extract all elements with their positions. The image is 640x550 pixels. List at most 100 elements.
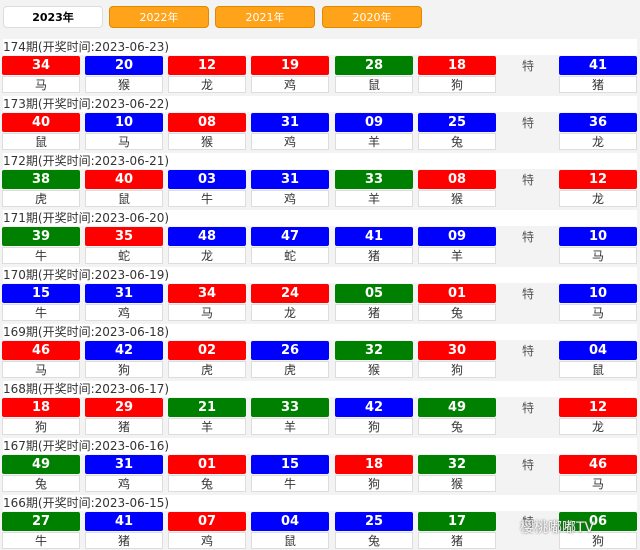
zodiac: 鸡 <box>85 475 163 492</box>
zodiac: 鸡 <box>251 76 329 93</box>
special-marker: 特 <box>521 515 534 529</box>
ball-number: 38 <box>2 170 80 189</box>
ball-number: 40 <box>2 113 80 132</box>
ball-number: 42 <box>335 398 413 417</box>
ball-number: 04 <box>251 512 329 531</box>
special-marker: 特 <box>521 116 534 130</box>
zodiac: 羊 <box>418 247 496 264</box>
zodiac: 虎 <box>2 190 80 207</box>
ball-number: 30 <box>418 341 496 360</box>
ball-number: 15 <box>2 284 80 303</box>
special-number: 36 <box>559 113 637 132</box>
zodiac: 鼠 <box>2 133 80 150</box>
zodiac: 兔 <box>335 532 413 549</box>
zodiac: 狗 <box>85 361 163 378</box>
zodiac: 狗 <box>2 418 80 435</box>
ball-number: 31 <box>85 284 163 303</box>
ball-number: 21 <box>168 398 246 417</box>
zodiac: 羊 <box>335 133 413 150</box>
zodiac: 牛 <box>168 190 246 207</box>
special-number: 41 <box>559 56 637 75</box>
zodiac: 猴 <box>418 190 496 207</box>
special-zodiac: 鼠 <box>559 361 637 378</box>
ball-number: 24 <box>251 284 329 303</box>
special-number: 12 <box>559 170 637 189</box>
ball-number: 41 <box>85 512 163 531</box>
ball-number: 35 <box>85 227 163 246</box>
special-number: 10 <box>559 227 637 246</box>
zodiac: 猪 <box>85 532 163 549</box>
zodiac: 蛇 <box>85 247 163 264</box>
special-marker: 特 <box>521 59 534 73</box>
ball-number: 33 <box>335 170 413 189</box>
ball-number: 08 <box>418 170 496 189</box>
zodiac: 兔 <box>418 418 496 435</box>
zodiac: 鼠 <box>251 532 329 549</box>
zodiac: 马 <box>2 76 80 93</box>
year-tab[interactable]: 2020年 <box>322 6 422 28</box>
ball-number: 26 <box>251 341 329 360</box>
ball-number: 49 <box>418 398 496 417</box>
zodiac: 猪 <box>85 418 163 435</box>
special-zodiac: 马 <box>559 247 637 264</box>
draw-header: 167期(开奖时间:2023-06-16) <box>3 438 637 454</box>
draw-header: 168期(开奖时间:2023-06-17) <box>3 381 637 397</box>
ball-number: 12 <box>168 56 246 75</box>
zodiac: 羊 <box>335 190 413 207</box>
zodiac: 虎 <box>251 361 329 378</box>
special-marker: 特 <box>521 173 534 187</box>
ball-number: 49 <box>2 455 80 474</box>
ball-number: 32 <box>335 341 413 360</box>
ball-number: 08 <box>168 113 246 132</box>
ball-number: 19 <box>251 56 329 75</box>
zodiac: 狗 <box>335 475 413 492</box>
year-tab[interactable]: 2021年 <box>215 6 315 28</box>
ball-number: 01 <box>168 455 246 474</box>
zodiac: 猪 <box>335 304 413 321</box>
zodiac: 虎 <box>168 361 246 378</box>
zodiac: 鸡 <box>251 133 329 150</box>
zodiac: 猴 <box>335 361 413 378</box>
zodiac: 兔 <box>2 475 80 492</box>
ball-number: 47 <box>251 227 329 246</box>
ball-number: 03 <box>168 170 246 189</box>
special-marker: 特 <box>521 401 534 415</box>
zodiac: 龙 <box>168 76 246 93</box>
special-number: 10 <box>559 284 637 303</box>
ball-number: 25 <box>335 512 413 531</box>
ball-number: 42 <box>85 341 163 360</box>
special-marker: 特 <box>521 230 534 244</box>
ball-number: 29 <box>85 398 163 417</box>
ball-number: 20 <box>85 56 163 75</box>
ball-number: 28 <box>335 56 413 75</box>
special-number: 12 <box>559 398 637 417</box>
special-marker: 特 <box>521 287 534 301</box>
zodiac: 牛 <box>2 247 80 264</box>
ball-number: 34 <box>2 56 80 75</box>
ball-number: 31 <box>85 455 163 474</box>
zodiac: 羊 <box>168 418 246 435</box>
year-tab[interactable]: 2023年 <box>3 6 103 28</box>
zodiac: 鸡 <box>168 532 246 549</box>
ball-number: 18 <box>335 455 413 474</box>
special-zodiac: 龙 <box>559 418 637 435</box>
zodiac: 猪 <box>418 532 496 549</box>
special-zodiac: 龙 <box>559 133 637 150</box>
ball-number: 18 <box>418 56 496 75</box>
ball-number: 09 <box>418 227 496 246</box>
draw-header: 173期(开奖时间:2023-06-22) <box>3 96 637 112</box>
special-number: 04 <box>559 341 637 360</box>
zodiac: 兔 <box>168 475 246 492</box>
year-tab[interactable]: 2022年 <box>109 6 209 28</box>
ball-number: 46 <box>2 341 80 360</box>
draw-header: 170期(开奖时间:2023-06-19) <box>3 267 637 283</box>
zodiac: 猪 <box>335 247 413 264</box>
zodiac: 马 <box>85 133 163 150</box>
ball-number: 40 <box>85 170 163 189</box>
ball-number: 31 <box>251 113 329 132</box>
draw-header: 166期(开奖时间:2023-06-15) <box>3 495 637 511</box>
special-marker: 特 <box>521 458 534 472</box>
zodiac: 狗 <box>418 76 496 93</box>
zodiac: 狗 <box>418 361 496 378</box>
zodiac: 兔 <box>418 304 496 321</box>
